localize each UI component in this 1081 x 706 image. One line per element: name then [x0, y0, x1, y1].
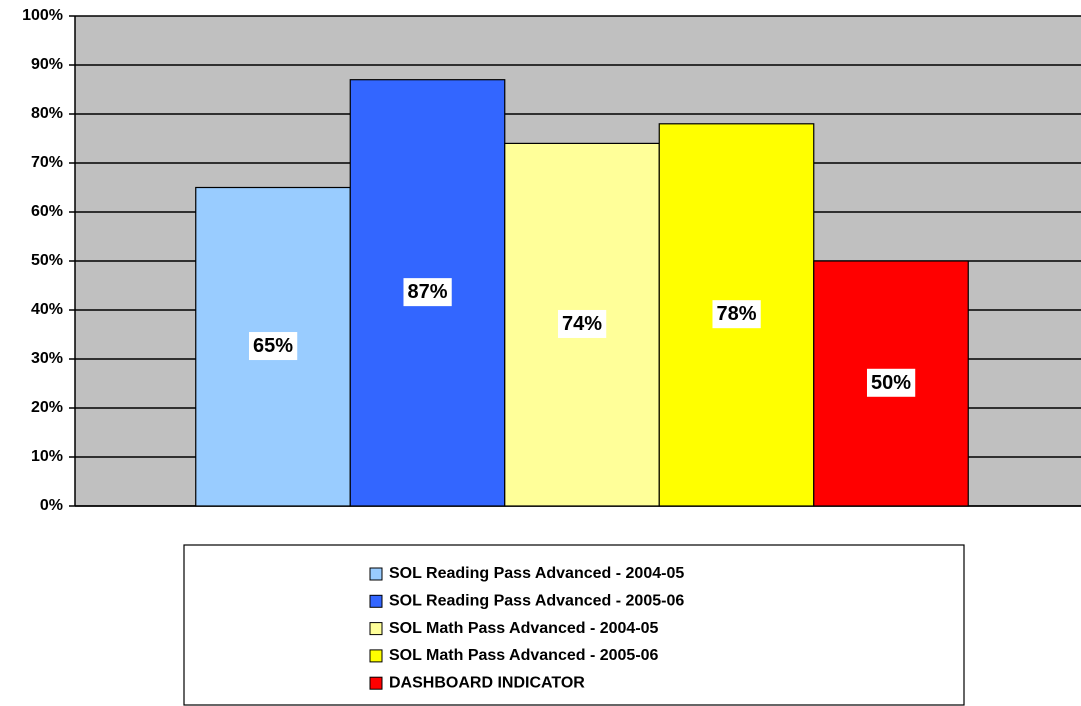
value-label-box — [557, 309, 607, 338]
y-tick-label: 100% — [22, 7, 63, 24]
value-label-box — [403, 278, 452, 307]
y-tick-label: 40% — [31, 301, 63, 318]
y-tick-label: 10% — [31, 448, 63, 465]
y-tick-label: 20% — [31, 399, 63, 416]
value-label: 50% — [871, 372, 911, 394]
legend-box — [183, 544, 965, 706]
y-tick-label: 30% — [31, 350, 63, 367]
legend-label: SOL Reading Pass Advanced - 2004-05 — [389, 565, 684, 582]
y-tick-label: 90% — [31, 56, 63, 73]
value-label: 65% — [253, 335, 293, 357]
legend-label: SOL Math Pass Advanced - 2004-05 — [389, 620, 659, 637]
y-tick-label: 50% — [31, 252, 63, 269]
legend-marker — [369, 622, 383, 636]
legend-marker — [369, 567, 383, 581]
legend-label: SOL Reading Pass Advanced - 2005-06 — [389, 593, 684, 610]
value-label-box — [712, 300, 761, 329]
y-tick-label: 80% — [31, 105, 63, 122]
value-label: 74% — [562, 313, 602, 335]
legend-label: DASHBOARD INDICATOR — [389, 674, 585, 691]
legend-marker — [369, 594, 383, 608]
value-label: 87% — [407, 281, 447, 303]
bar — [813, 260, 969, 507]
value-label-box — [866, 368, 916, 397]
y-tick-label: 0% — [40, 497, 63, 514]
y-tick-label: 70% — [31, 154, 63, 171]
legend-marker — [369, 676, 383, 690]
y-tick-label: 60% — [31, 203, 63, 220]
legend-marker — [369, 649, 383, 663]
legend-label: SOL Math Pass Advanced - 2005-06 — [389, 647, 659, 664]
value-label: 78% — [716, 303, 756, 325]
value-label-box — [248, 332, 298, 361]
